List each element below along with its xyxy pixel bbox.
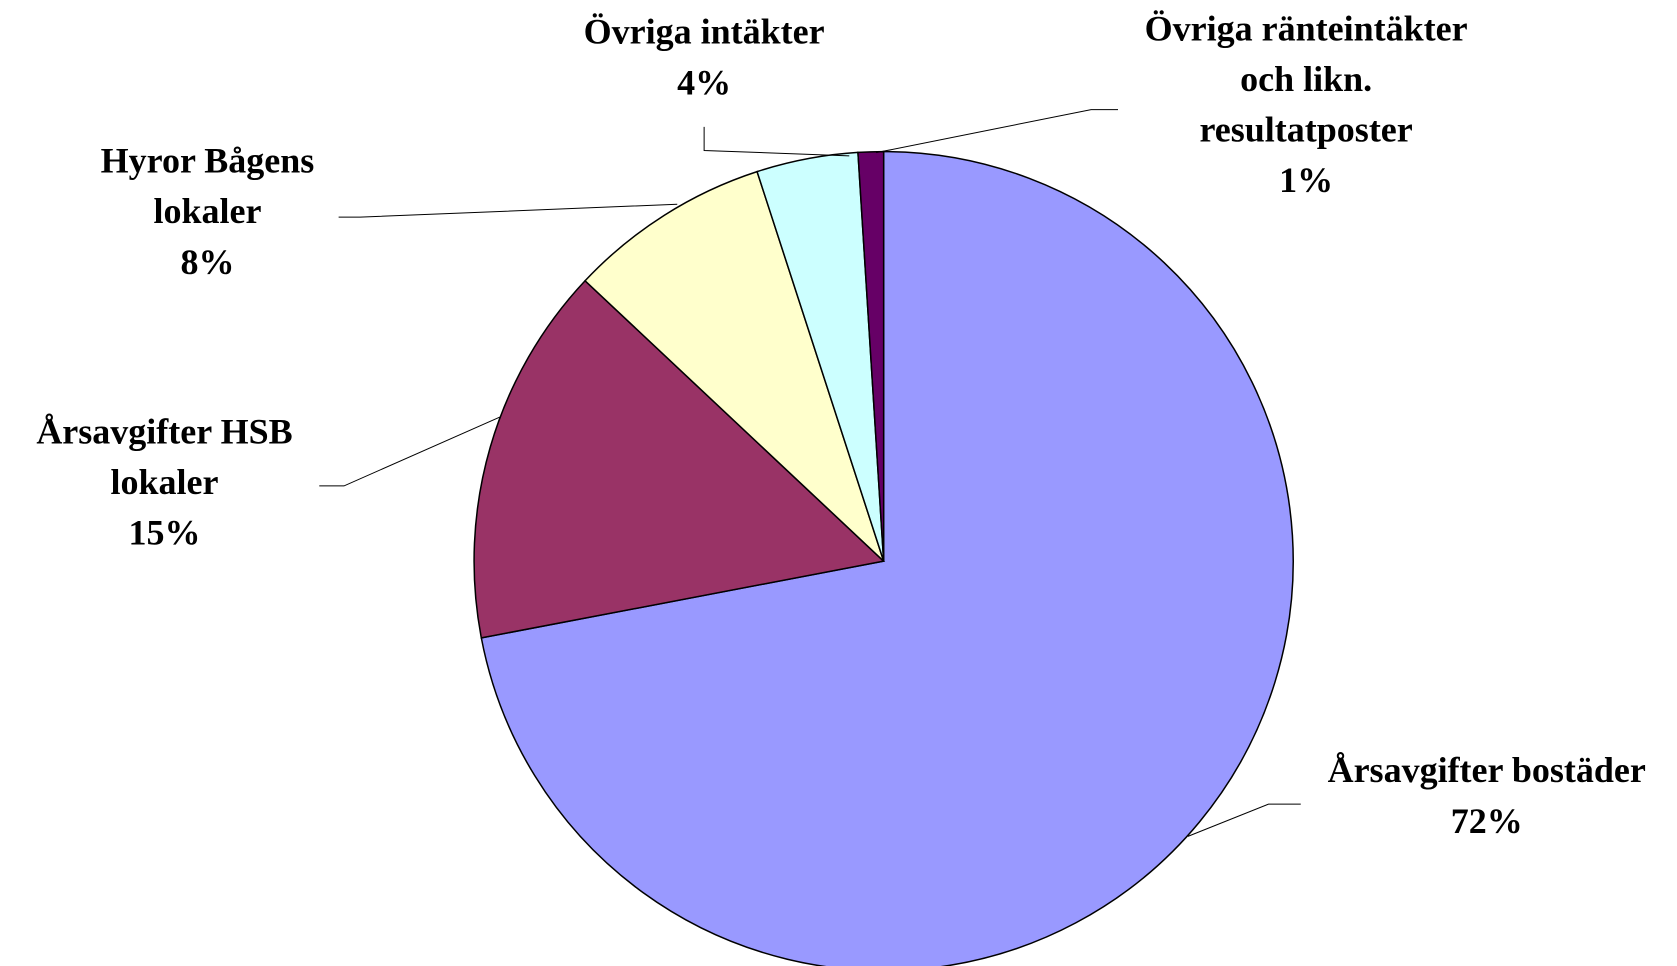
leader-line bbox=[319, 416, 501, 487]
value-label: 15% bbox=[128, 513, 200, 553]
leader-line bbox=[703, 126, 850, 157]
data-label: Årsavgifter HSB lokaler 15% bbox=[36, 412, 292, 553]
leader-line bbox=[876, 109, 1118, 154]
category-label: Årsavgifter bostäder bbox=[1328, 750, 1646, 790]
label-line: lokaler bbox=[153, 191, 261, 231]
value-label: 72% bbox=[1451, 801, 1523, 841]
data-label: Årsavgifter bostäder 72% bbox=[1328, 750, 1646, 841]
category-label: Övriga intäkter bbox=[584, 12, 825, 52]
label-line: lokaler bbox=[110, 462, 218, 502]
label-line: Årsavgifter HSB bbox=[36, 412, 292, 452]
pie-slice bbox=[480, 150, 1294, 966]
label-line: Övriga ränteintäkter bbox=[1145, 9, 1468, 49]
category-label: Övriga ränteintäkter och likn. resultatpos… bbox=[1145, 9, 1468, 150]
label-line: resultatposter bbox=[1199, 110, 1412, 150]
label-line: Hyror Bågens bbox=[101, 141, 315, 181]
label-line: och likn. bbox=[1240, 59, 1372, 99]
value-label: 8% bbox=[180, 242, 234, 282]
label-line: Övriga intäkter bbox=[584, 12, 825, 52]
data-label: Övriga ränteintäkter och likn. resultatpos… bbox=[1145, 9, 1468, 201]
value-label: 4% bbox=[677, 62, 731, 102]
category-label: Årsavgifter HSB lokaler bbox=[36, 412, 292, 503]
data-label: Övriga intäkter 4% bbox=[584, 12, 825, 103]
leader-line bbox=[338, 203, 678, 218]
category-label: Hyror Bågens lokaler bbox=[101, 141, 315, 232]
pie-slice bbox=[473, 279, 886, 639]
label-line: Årsavgifter bostäder bbox=[1328, 750, 1646, 790]
leader-line bbox=[1187, 803, 1301, 837]
data-label: Hyror Bågens lokaler 8% bbox=[101, 141, 315, 282]
value-label: 1% bbox=[1279, 160, 1333, 200]
pie-slice bbox=[584, 170, 885, 562]
